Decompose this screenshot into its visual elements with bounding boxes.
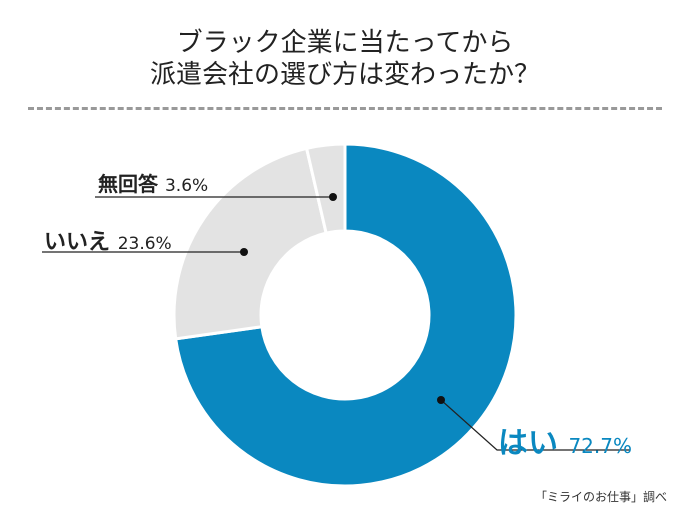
label-iie-name: いいえ <box>44 230 111 255</box>
title-line-2: 派遣会社の選び方は変わったか？ <box>149 60 540 90</box>
slice-1 <box>172 146 328 341</box>
slice-2 <box>304 142 347 235</box>
title-line-1: ブラック企業に当たってから <box>176 28 514 58</box>
divider <box>28 107 662 110</box>
leader-mukaitou-dot <box>329 193 337 201</box>
leader-hai-dot <box>437 396 445 404</box>
label-hai: はい 72.7% <box>498 418 632 462</box>
leader-hai <box>440 399 630 451</box>
label-mukaitou-value: 3.6% <box>164 176 209 196</box>
label-hai-name: はい <box>498 426 558 461</box>
label-iie: いいえ 23.6% <box>44 224 172 256</box>
label-iie-value: 23.6% <box>117 234 172 254</box>
leader-iie-dot <box>240 248 248 256</box>
source-note: 「ミライのお仕事」調べ <box>535 490 668 504</box>
slice-0 <box>173 142 518 488</box>
label-mukaitou-name: 無回答 <box>98 172 158 196</box>
label-mukaitou: 無回答 3.6% <box>98 168 208 197</box>
label-hai-value: 72.7% <box>568 434 632 458</box>
